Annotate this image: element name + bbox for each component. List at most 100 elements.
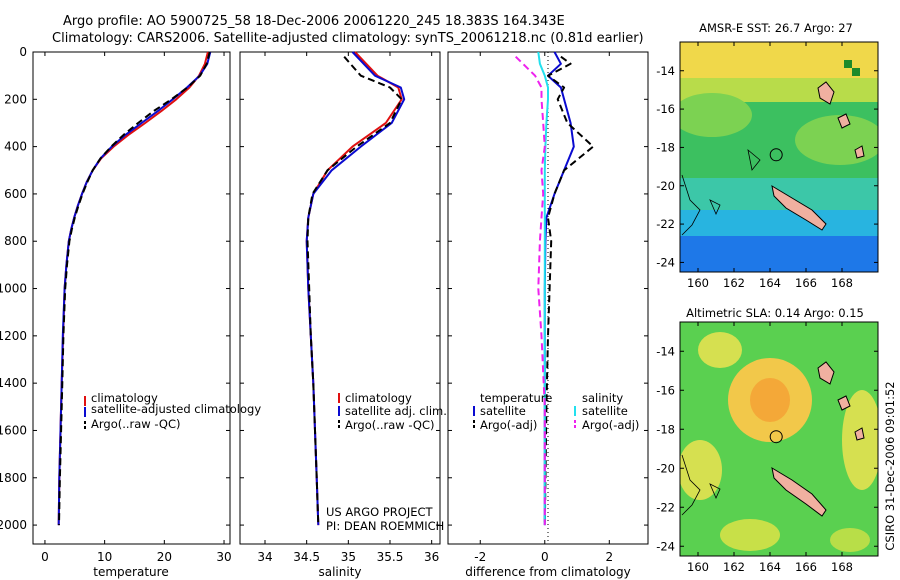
vanuatu-island bbox=[817, 361, 835, 385]
vanuatu-island bbox=[837, 395, 851, 411]
legend-label-sal-satellite: satellite bbox=[582, 404, 628, 418]
legend-heading-temperature: temperature bbox=[480, 391, 552, 405]
map-y-tick-label: -18 bbox=[656, 422, 675, 436]
series-line-salinity-argo-adj bbox=[515, 55, 546, 526]
sla-patch bbox=[830, 528, 870, 552]
reef-contour bbox=[681, 454, 701, 516]
vanuatu-island bbox=[817, 81, 835, 105]
x-tick-label: -2 bbox=[474, 550, 486, 564]
sla-high-anomaly-core bbox=[750, 378, 790, 422]
y-tick-label: 1600 bbox=[0, 423, 27, 437]
sst-missing-pixel bbox=[852, 68, 860, 76]
header-line-1: Argo profile: AO 5900725_58 18-Dec-2006 … bbox=[63, 14, 565, 29]
difference-xlabel: difference from climatology bbox=[465, 565, 631, 579]
legend-label-satellite: satellite adj. clim. bbox=[345, 404, 447, 418]
temperature-xlabel: temperature bbox=[93, 565, 168, 579]
series-line-salinity-satellite bbox=[537, 51, 549, 526]
salinity-panel: 34 34.5 35 35.5 36 salinity climatology sate… bbox=[239, 51, 447, 579]
map-y-tick-label: -24 bbox=[656, 255, 675, 269]
reef-contour bbox=[709, 199, 721, 215]
salinity-legend: climatology satellite adj. clim. Argo(..… bbox=[338, 391, 447, 432]
map-y-tick-label: -20 bbox=[656, 461, 675, 475]
temperature-legend: climatology satellite-adjusted climatolo… bbox=[84, 391, 261, 431]
legend-label-argo: Argo(..raw -QC) bbox=[91, 417, 181, 431]
map-x-tick-label: 166 bbox=[795, 560, 817, 574]
x-tick-label: 0 bbox=[541, 550, 549, 564]
y-tick-label: 800 bbox=[4, 234, 27, 248]
vanuatu-island bbox=[837, 113, 851, 129]
x-tick-label: 10 bbox=[97, 550, 112, 564]
sst-map-frame bbox=[679, 41, 879, 273]
map-y-tick-label: -16 bbox=[656, 102, 675, 116]
sst-map-title: AMSR-E SST: 26.7 Argo: 27 bbox=[699, 21, 853, 35]
map-y-tick-label: -18 bbox=[656, 140, 675, 154]
y-tick-label: 2000 bbox=[0, 518, 27, 532]
x-tick-label: 20 bbox=[157, 550, 172, 564]
sst-missing-pixel bbox=[844, 60, 852, 68]
new-caledonia-island bbox=[771, 466, 827, 517]
temperature-axes-frame bbox=[32, 51, 231, 545]
series-line-climatology bbox=[305, 51, 403, 526]
legend-label-temp-argo: Argo(-adj) bbox=[480, 418, 537, 432]
y-tick-label: 200 bbox=[4, 92, 27, 106]
x-tick-label: 34 bbox=[257, 550, 272, 564]
sst-coldest-band bbox=[680, 236, 878, 272]
x-tick-label: 35.5 bbox=[377, 550, 404, 564]
difference-panel: -2 0 2 difference from climatology tempera… bbox=[447, 51, 649, 579]
y-tick-label: 400 bbox=[4, 140, 27, 154]
map-y-tick-label: -24 bbox=[656, 539, 675, 553]
sst-map: -14 -16 -18 -20 -22 -24 160 162 164 166 168 bbox=[656, 41, 879, 290]
x-tick-label: 30 bbox=[216, 550, 231, 564]
map-x-tick-label: 160 bbox=[687, 276, 709, 290]
series-line-argo-raw-qc bbox=[306, 56, 403, 526]
map-x-tick-label: 162 bbox=[723, 276, 745, 290]
x-tick-label: 34.5 bbox=[293, 550, 320, 564]
map-x-tick-label: 168 bbox=[831, 276, 853, 290]
y-tick-label: 0 bbox=[19, 45, 27, 59]
legend-label-argo: Argo(..raw -QC) bbox=[345, 418, 435, 432]
map-y-tick-label: -14 bbox=[656, 64, 675, 78]
legend-label-climatology: climatology bbox=[345, 391, 412, 405]
header-line-2: Climatology: CARS2006. Satellite-adjuste… bbox=[52, 31, 644, 46]
legend-label-satellite: satellite-adjusted climatology bbox=[91, 402, 261, 416]
x-tick-label: 0 bbox=[41, 550, 49, 564]
pi-annotation: PI: DEAN ROEMMICH bbox=[326, 519, 444, 533]
map-y-tick-label: -14 bbox=[656, 344, 675, 358]
map-y-tick-label: -16 bbox=[656, 383, 675, 397]
reef-contour bbox=[709, 483, 721, 499]
salinity-xlabel: salinity bbox=[318, 565, 361, 579]
map-x-tick-label: 162 bbox=[723, 560, 745, 574]
y-tick-label: 1000 bbox=[0, 282, 27, 296]
map-x-tick-label: 164 bbox=[759, 276, 781, 290]
sla-patch bbox=[698, 332, 742, 368]
salinity-axes-frame bbox=[239, 51, 441, 545]
y-tick-label: 1400 bbox=[0, 376, 27, 390]
legend-label-sal-argo: Argo(-adj) bbox=[582, 418, 639, 432]
map-y-tick-label: -22 bbox=[656, 500, 675, 514]
sst-patch bbox=[680, 93, 752, 137]
vanuatu-island bbox=[854, 427, 865, 441]
x-tick-label: 36 bbox=[424, 550, 439, 564]
series-line-argo-raw-qc bbox=[58, 51, 211, 526]
x-tick-label: 35 bbox=[341, 550, 356, 564]
y-tick-label: 1800 bbox=[0, 471, 27, 485]
map-x-tick-label: 160 bbox=[687, 560, 709, 574]
legend-label-climatology: climatology bbox=[91, 391, 158, 405]
legend-heading-salinity: salinity bbox=[582, 391, 623, 405]
new-caledonia-island bbox=[771, 184, 827, 231]
project-annotation: US ARGO PROJECT bbox=[326, 505, 434, 519]
map-x-tick-label: 166 bbox=[795, 276, 817, 290]
sla-map-title: Altimetric SLA: 0.14 Argo: 0.15 bbox=[686, 306, 864, 320]
sla-map: -14 -16 -18 -20 -22 -24 160 162 164 166 168 bbox=[656, 321, 879, 574]
legend-label-temp-satellite: satellite bbox=[480, 404, 526, 418]
sla-patch bbox=[720, 519, 780, 551]
difference-axes-frame bbox=[447, 51, 649, 545]
series-line-temperature-argo-adj bbox=[543, 55, 595, 526]
map-x-tick-label: 168 bbox=[831, 560, 853, 574]
sla-patch bbox=[680, 440, 722, 500]
map-y-tick-label: -20 bbox=[656, 179, 675, 193]
x-tick-label: 2 bbox=[605, 550, 613, 564]
map-y-tick-label: -22 bbox=[656, 217, 675, 231]
argo-position-marker bbox=[769, 430, 783, 444]
y-tick-label: 600 bbox=[4, 187, 27, 201]
